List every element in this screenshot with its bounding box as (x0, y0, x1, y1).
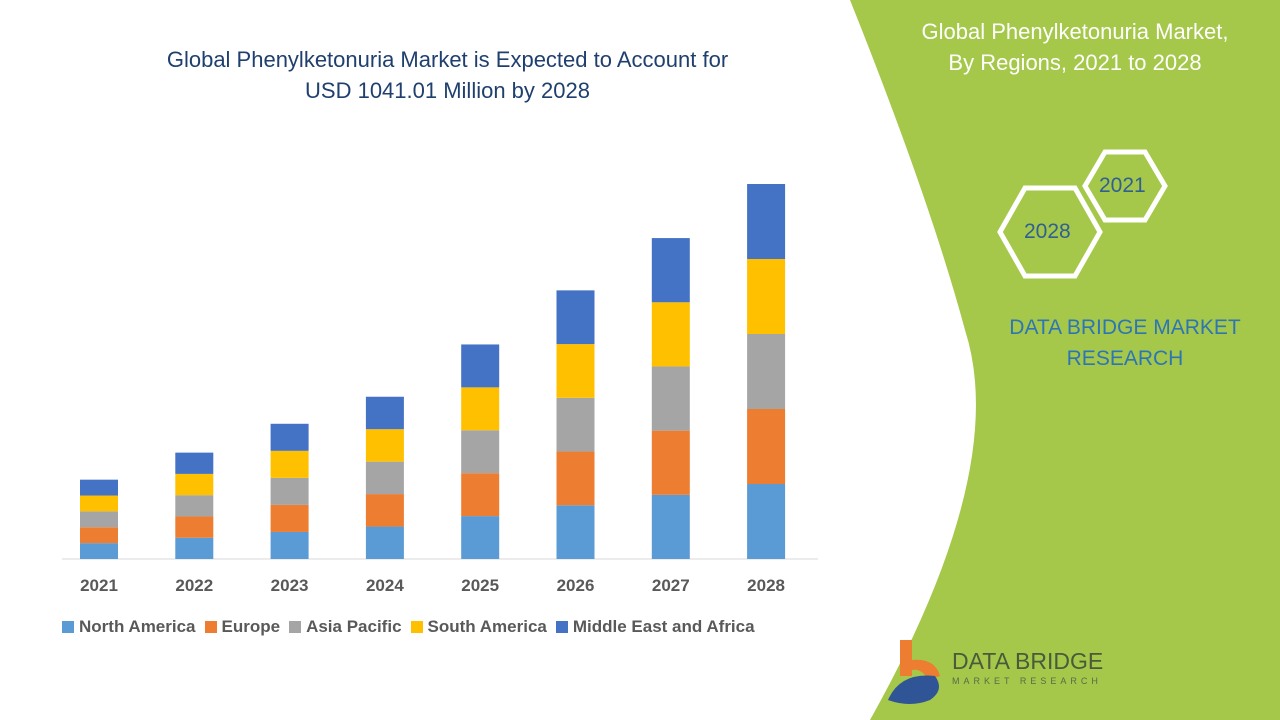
x-tick-label: 2028 (747, 576, 785, 595)
brand-line-1: DATA BRIDGE MARKET (1009, 316, 1241, 339)
legend-swatch (289, 621, 302, 633)
bar-segment-2028-asia-pacific (747, 334, 786, 409)
bar-segment-2028-south-america (747, 259, 786, 334)
hex-label-end: 2028 (1024, 220, 1071, 243)
x-tick-label: 2025 (461, 576, 500, 595)
bar-segment-2026-europe (556, 451, 595, 506)
logo-subtext: MARKET RESEARCH (952, 676, 1102, 686)
bar-segment-2025-europe (461, 473, 500, 517)
x-tick-label: 2024 (365, 576, 404, 595)
chart-title-line-1: Global Phenylketonuria Market is Expecte… (166, 47, 729, 72)
hex-label-start: 2021 (1099, 174, 1146, 197)
legend-swatch (555, 621, 568, 633)
x-tick-label: 2026 (556, 576, 595, 595)
x-tick-label: 2021 (80, 576, 118, 595)
legend-swatch (62, 621, 74, 633)
side-title-line-1: Global Phenylketonuria Market, (921, 19, 1229, 44)
bar-segment-2021-asia-pacific (80, 511, 118, 528)
bar-segment-2023-south-america (270, 450, 309, 478)
hexagon-2021 (1082, 149, 1168, 223)
bar-segment-2023-middle-east-and-africa (270, 423, 309, 451)
bar-segment-2026-asia-pacific (556, 397, 595, 452)
bar-segment-2024-europe (365, 494, 404, 527)
bar-segment-2028-north-america (747, 484, 786, 559)
bar-segment-2024-middle-east-and-africa (365, 396, 404, 430)
bar-segment-2027-asia-pacific (651, 366, 690, 431)
legend-item-south-america: South America (410, 617, 547, 637)
legend-item-europe: Europe (204, 617, 281, 637)
chart-title: Global Phenylketonuria Market is Expecte… (90, 44, 805, 106)
legend-swatch (204, 621, 217, 633)
bar-segment-2021-south-america (80, 495, 118, 512)
brand-line-2: RESEARCH (1066, 347, 1184, 370)
bar-segment-2021-middle-east-and-africa (80, 479, 118, 496)
bar-segment-2022-asia-pacific (175, 495, 214, 517)
x-tick-label: 2027 (651, 576, 690, 595)
bar-segment-2022-south-america (175, 473, 214, 496)
legend-label: North America (79, 617, 196, 636)
logo-text: DATA BRIDGE (952, 648, 1104, 674)
bar-segment-2022-north-america (175, 537, 214, 559)
bar-segment-2025-south-america (461, 387, 500, 431)
legend-swatch (410, 621, 423, 633)
bar-segment-2023-asia-pacific (270, 477, 309, 505)
bar-segment-2024-asia-pacific (365, 461, 404, 495)
legend-item-asia-pacific: Asia Pacific (289, 617, 402, 637)
brand-text: DATA BRIDGE MARKET RESEARCH (975, 312, 1275, 374)
bar-segment-2026-south-america (556, 344, 595, 398)
x-tick-label: 2022 (175, 576, 214, 595)
bar-segment-2025-asia-pacific (461, 430, 500, 474)
legend-label: South America (427, 617, 547, 636)
legend: North America Europe Asia Pacific South … (62, 617, 764, 637)
bar-segment-2026-middle-east-and-africa (556, 290, 595, 345)
logo-icon (888, 640, 940, 704)
x-tick-label: 2023 (270, 576, 309, 595)
bar-segment-2021-north-america (80, 543, 118, 559)
bar-segment-2025-middle-east-and-africa (461, 344, 500, 388)
chart-title-line-2: USD 1041.01 Million by 2028 (305, 78, 590, 103)
bar-segment-2023-europe (270, 504, 309, 532)
bar-segment-2024-north-america (365, 526, 404, 559)
legend-label: Europe (221, 617, 281, 636)
bar-segment-2024-south-america (365, 429, 404, 462)
bar-segment-2027-europe (651, 430, 690, 495)
side-panel-title: Global Phenylketonuria Market, By Region… (885, 16, 1265, 78)
bar-segment-2022-middle-east-and-africa (175, 452, 214, 474)
bar-segment-2027-north-america (651, 494, 690, 559)
hexagon-2028 (997, 185, 1103, 279)
legend-label: Asia Pacific (306, 617, 402, 636)
plot-area (62, 184, 818, 560)
legend-item-north-america: North America (62, 617, 196, 637)
bar-segment-2025-north-america (461, 516, 500, 559)
bar-segment-2028-middle-east-and-africa (747, 184, 786, 259)
legend-item-middle-east-africa: Middle East and Africa (555, 617, 755, 637)
bar-segment-2026-north-america (556, 505, 595, 559)
legend-label: Middle East and Africa (572, 617, 755, 636)
bar-segment-2021-europe (80, 527, 118, 544)
side-title-line-2: By Regions, 2021 to 2028 (948, 50, 1202, 75)
bar-segment-2027-middle-east-and-africa (651, 238, 690, 303)
bar-segment-2027-south-america (651, 302, 690, 367)
bar-segment-2023-north-america (270, 531, 309, 559)
bar-segment-2028-europe (747, 409, 786, 484)
green-side-panel (850, 0, 1280, 720)
bar-segment-2022-europe (175, 516, 214, 538)
